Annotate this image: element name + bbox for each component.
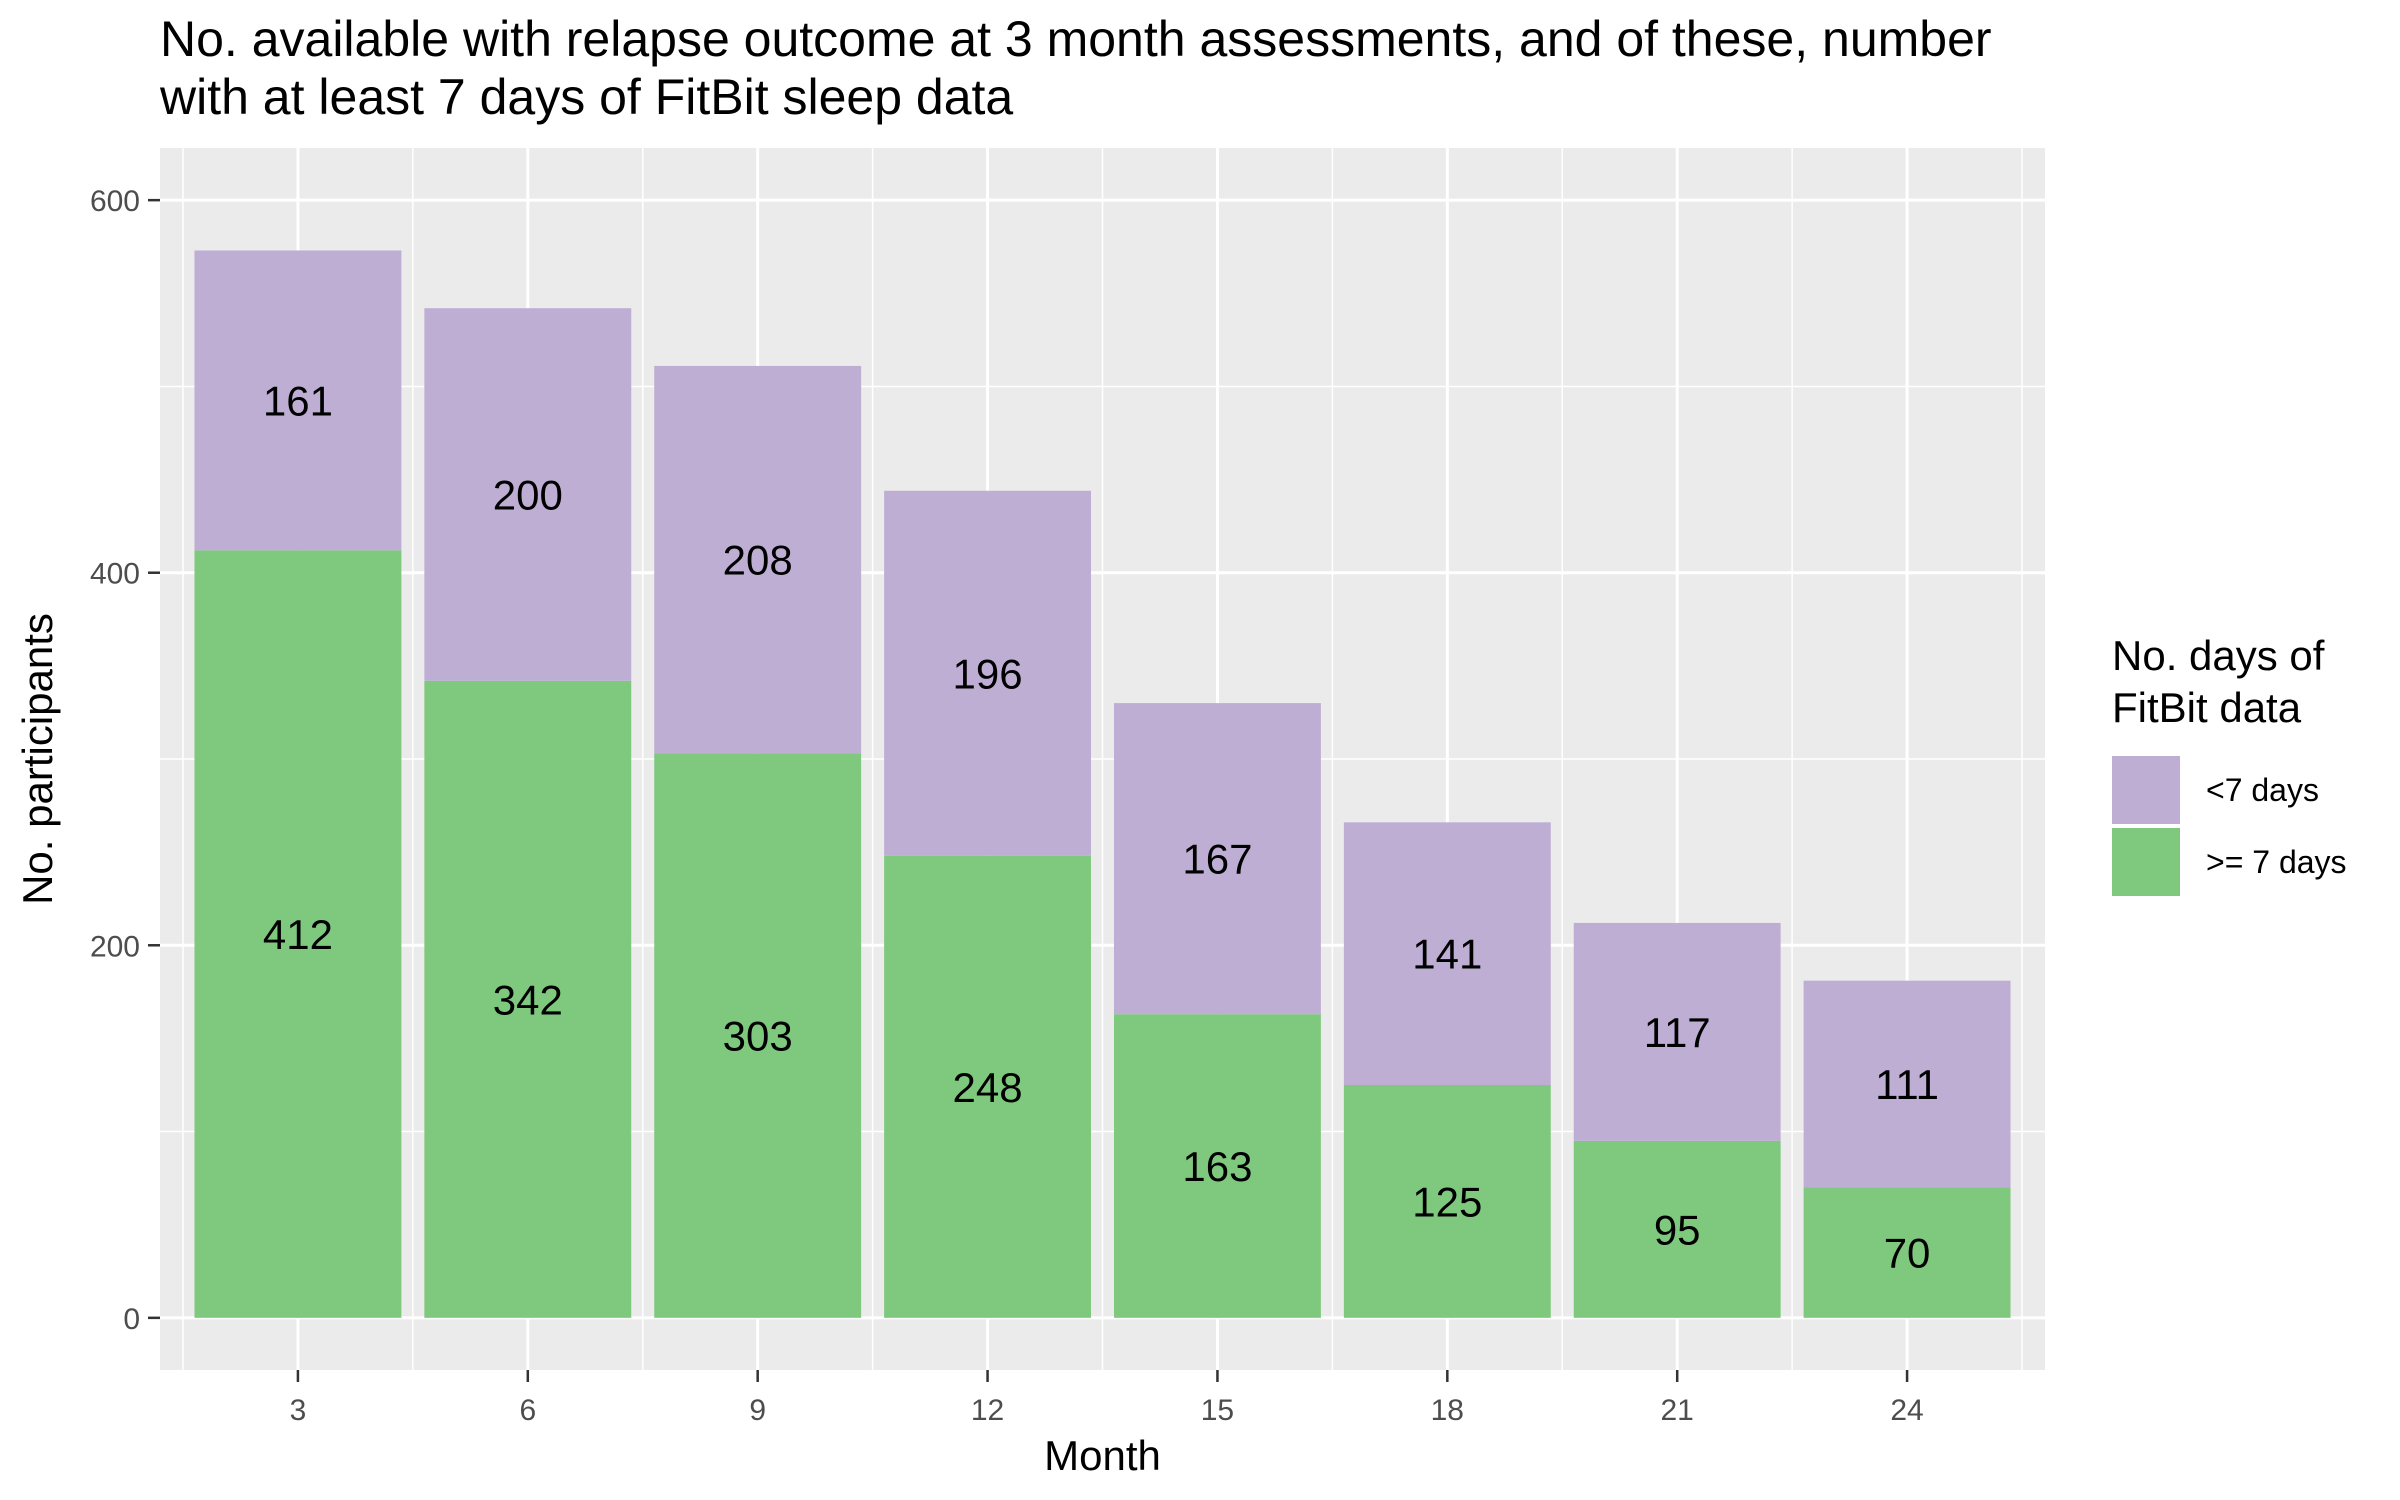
bar-lt7 — [1803, 980, 2011, 1188]
data-label: 342 — [493, 976, 563, 1023]
data-label: 141 — [1412, 931, 1482, 978]
x-axis-title: Month — [1044, 1432, 1161, 1479]
data-label: 303 — [723, 1013, 793, 1060]
x-tick-label: 6 — [519, 1394, 536, 1427]
legend: No. days of FitBit data <7 days >= 7 day… — [2112, 630, 2392, 898]
bar-lt7 — [1343, 822, 1551, 1085]
data-label: 70 — [1884, 1230, 1931, 1277]
x-tick-label: 9 — [749, 1394, 766, 1427]
y-tick-label: 200 — [90, 930, 140, 963]
bar-lt7 — [884, 490, 1092, 856]
data-label: 196 — [953, 650, 1023, 697]
x-tick-label: 24 — [1890, 1394, 1923, 1427]
y-tick-label: 600 — [90, 185, 140, 218]
bar-lt7 — [1113, 703, 1321, 1015]
bar-ge7 — [884, 855, 1092, 1318]
legend-label-7-plus: >= 7 days — [2206, 843, 2347, 880]
data-label: 163 — [1182, 1143, 1252, 1190]
bar-ge7 — [424, 680, 632, 1318]
bar-ge7 — [654, 753, 862, 1318]
bar-lt7 — [654, 365, 862, 754]
bar-lt7 — [1573, 922, 1781, 1141]
y-tick-label: 400 — [90, 558, 140, 591]
legend-item-7-plus: >= 7 days — [2112, 826, 2392, 898]
bar-ge7 — [1803, 1187, 2011, 1318]
data-label: 125 — [1412, 1178, 1482, 1225]
bar-ge7 — [1343, 1084, 1551, 1318]
chart-title: No. available with relapse outcome at 3 … — [160, 11, 1992, 125]
data-label: 161 — [263, 377, 333, 424]
data-label: 167 — [1182, 836, 1252, 883]
x-tick-label: 15 — [1201, 1394, 1234, 1427]
data-label: 111 — [1875, 1061, 1939, 1108]
data-label: 95 — [1654, 1206, 1701, 1253]
y-axis-title: No. participants — [14, 613, 61, 905]
legend-item-less-7: <7 days — [2112, 754, 2392, 826]
legend-title: No. days of FitBit data — [2112, 632, 2325, 731]
bar-ge7 — [1573, 1140, 1781, 1318]
legend-label-less-7: <7 days — [2206, 771, 2319, 808]
data-label: 412 — [263, 911, 333, 958]
x-tick-label: 3 — [290, 1394, 307, 1427]
x-tick-label: 21 — [1661, 1394, 1694, 1427]
data-label: 200 — [493, 471, 563, 518]
legend-swatch-less-7 — [2112, 756, 2180, 824]
bar-lt7 — [194, 250, 402, 551]
bar-lt7 — [424, 308, 632, 681]
data-label: 208 — [723, 537, 793, 584]
bar-ge7 — [194, 550, 402, 1318]
legend-swatch-7-plus — [2112, 828, 2180, 896]
y-tick-label: 0 — [123, 1303, 140, 1336]
bar-ge7 — [1113, 1014, 1321, 1318]
data-label: 248 — [953, 1064, 1023, 1111]
x-tick-label: 18 — [1431, 1394, 1464, 1427]
x-tick-label: 12 — [971, 1394, 1004, 1427]
data-label: 117 — [1644, 1009, 1711, 1056]
